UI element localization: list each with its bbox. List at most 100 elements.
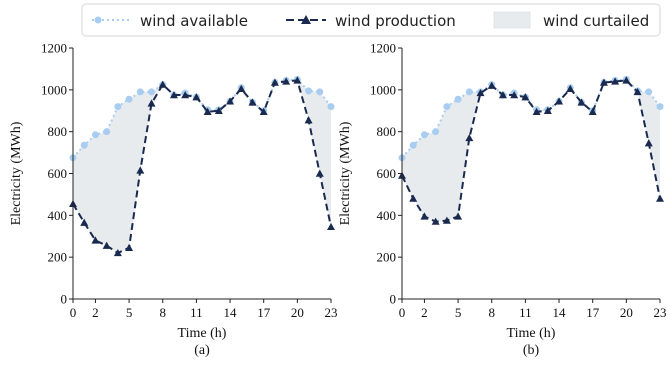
production-point: [125, 243, 134, 251]
y-tick-label: 600: [377, 166, 397, 181]
production-point: [555, 97, 564, 105]
production-point: [113, 248, 122, 257]
curtailed-area: [73, 79, 331, 253]
available-point: [316, 88, 324, 96]
available-point: [443, 103, 451, 111]
production-point: [599, 78, 608, 86]
production-point: [304, 116, 313, 124]
x-axis-label: Time (h): [507, 326, 556, 341]
x-tick-label: 8: [159, 305, 166, 320]
x-tick-label: 2: [421, 305, 428, 320]
available-point: [136, 88, 144, 96]
x-tick-label: 2: [92, 305, 99, 320]
x-tick-label: 0: [399, 305, 406, 320]
production-point: [248, 98, 257, 106]
production-point: [476, 88, 485, 97]
x-tick-label: 5: [455, 305, 462, 320]
x-tick-label: 14: [224, 305, 238, 320]
production-point: [498, 91, 507, 99]
production-point: [282, 77, 291, 85]
available-point: [125, 95, 133, 103]
legend: wind available wind production wind curt…: [81, 3, 661, 37]
y-tick-label: 800: [377, 124, 397, 139]
x-tick-label: 20: [291, 305, 304, 320]
panel-caption: (a): [194, 343, 210, 358]
production-point: [566, 84, 575, 92]
y-tick-label: 400: [48, 208, 68, 223]
production-line: [72, 79, 332, 255]
production-point: [169, 91, 178, 99]
available-line: [72, 78, 332, 159]
panel-caption: (b): [523, 343, 540, 358]
available-point: [305, 87, 313, 95]
available-point: [80, 141, 88, 149]
legend-production-marker: [301, 15, 311, 24]
available-point: [409, 141, 417, 149]
production-point: [611, 77, 620, 85]
production-point: [136, 166, 145, 174]
y-tick-label: 200: [48, 250, 68, 265]
curtailed-area: [402, 79, 660, 222]
legend-available-marker: [94, 16, 102, 24]
available-point: [114, 103, 122, 111]
production-point: [532, 107, 541, 115]
production-point: [203, 107, 212, 115]
x-tick-label: 23: [325, 305, 338, 320]
legend-label-production: wind production: [335, 12, 456, 30]
x-tick-label: 8: [488, 305, 495, 320]
y-tick-label: 0: [390, 292, 397, 307]
x-tick-label: 23: [654, 305, 667, 320]
production-point: [270, 78, 279, 86]
available-point: [148, 88, 156, 96]
y-tick-label: 1000: [370, 82, 396, 97]
y-tick-label: 1000: [41, 82, 67, 97]
available-line: [401, 78, 661, 159]
y-tick-label: 1200: [41, 41, 67, 56]
available-point: [103, 128, 111, 136]
legend-label-curtailed: wind curtailed: [543, 12, 649, 30]
x-tick-label: 5: [126, 305, 133, 320]
x-axis-label: Time (h): [178, 326, 227, 341]
production-point: [487, 81, 496, 89]
production-point: [327, 222, 335, 231]
production-point: [577, 98, 586, 106]
y-tick-label: 1200: [370, 41, 396, 56]
production-point: [521, 93, 530, 101]
production-point: [315, 169, 324, 177]
y-tick-label: 0: [61, 292, 68, 307]
production-point: [237, 84, 246, 92]
production-point: [622, 76, 631, 84]
production-point: [226, 97, 235, 105]
y-axis-label: Electricity (MWh): [338, 121, 353, 225]
production-point: [158, 80, 167, 88]
legend-curtailed-swatch: [493, 11, 531, 29]
production-point: [259, 107, 268, 115]
legend-label-available: wind available: [140, 12, 248, 30]
production-point: [420, 212, 429, 220]
production-point: [656, 194, 664, 202]
production-point: [293, 76, 302, 84]
production-point: [633, 87, 642, 96]
available-point: [454, 95, 462, 103]
x-tick-label: 11: [190, 305, 203, 320]
production-point: [409, 194, 418, 202]
production-point: [454, 212, 463, 220]
production-point: [465, 133, 474, 142]
y-axis-label: Electricity (MWh): [9, 121, 24, 225]
y-tick-label: 400: [377, 208, 397, 223]
available-point: [645, 88, 653, 96]
production-point: [147, 99, 156, 107]
production-point: [588, 107, 597, 115]
x-tick-label: 17: [586, 305, 600, 320]
production-point: [214, 106, 223, 114]
production-point: [80, 218, 89, 226]
production-point: [543, 106, 552, 114]
y-tick-label: 200: [377, 250, 397, 265]
available-point: [656, 103, 664, 111]
production-point: [91, 236, 100, 244]
